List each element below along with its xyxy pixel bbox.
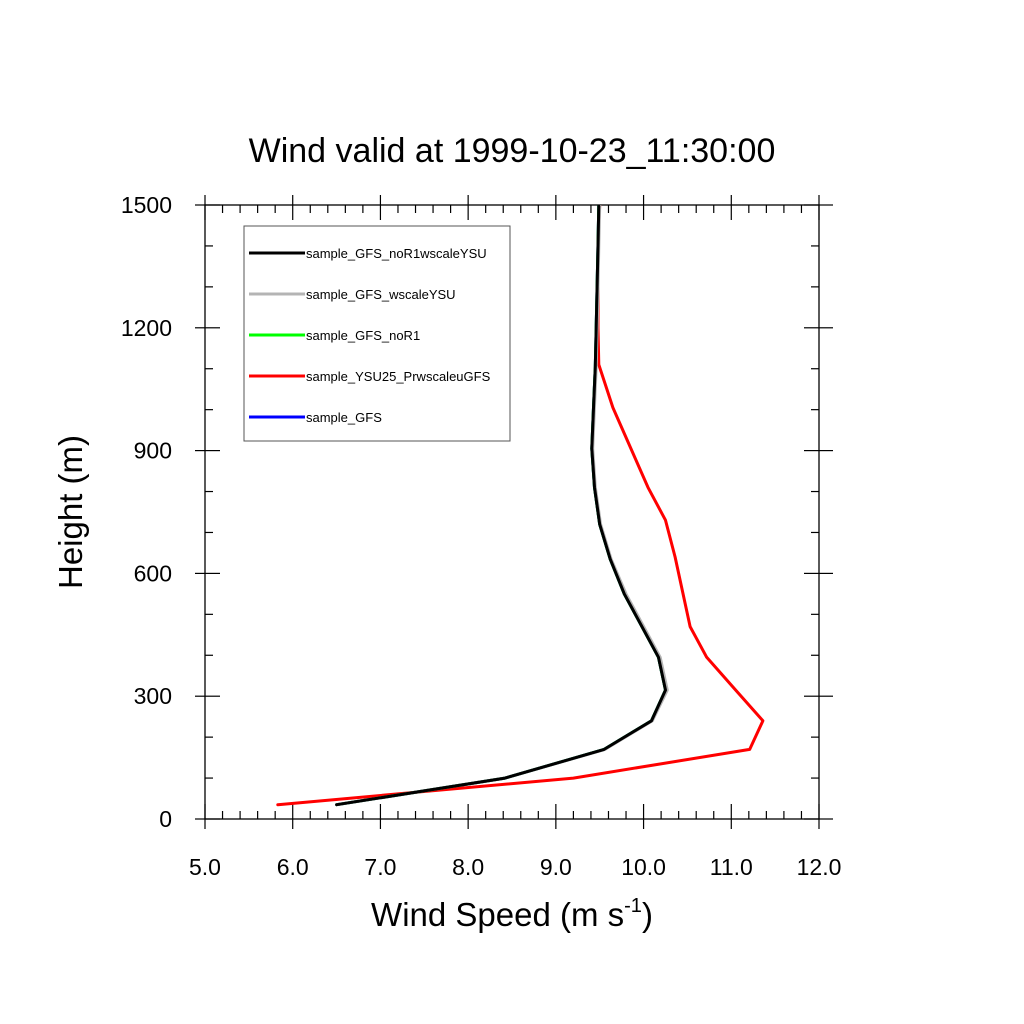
legend-label: sample_GFS_noR1wscaleYSU — [306, 246, 487, 261]
axis-tick-labels: 5.0 6.0 7.0 8.0 9.0 10.0 11.0 12.0 0 300 600 900 120… — [121, 192, 842, 880]
x-axis-label: Wind Speed (m s-1) — [371, 895, 653, 933]
x-tick-label: 6.0 — [277, 854, 309, 880]
x-tick-label: 5.0 — [189, 854, 221, 880]
legend-label: sample_GFS — [306, 410, 382, 425]
x-axis-label-suffix: ) — [642, 896, 653, 933]
y-tick-label: 1500 — [121, 192, 172, 218]
y-tick-label: 300 — [134, 683, 172, 709]
x-axis-label-superscript: -1 — [624, 895, 642, 917]
legend: sample_GFS_noR1wscaleYSU sample_GFS_wscal… — [243, 225, 511, 442]
plot-border — [204, 204, 820, 820]
x-tick-label: 8.0 — [452, 854, 484, 880]
y-tick-label: 900 — [134, 438, 172, 464]
y-tick-label: 600 — [134, 560, 172, 586]
legend-label: sample_YSU25_PrwscaleuGFS — [306, 369, 491, 384]
x-tick-label: 12.0 — [797, 854, 842, 880]
legend-label: sample_GFS_wscaleYSU — [306, 287, 456, 302]
x-tick-label: 11.0 — [710, 854, 753, 880]
x-tick-label: 9.0 — [540, 854, 572, 880]
legend-label: sample_GFS_noR1 — [306, 328, 420, 343]
axis-ticks — [195, 195, 833, 829]
chart-title: Wind valid at 1999-10-23_11:30:00 — [249, 132, 776, 170]
x-tick-label: 10.0 — [621, 854, 666, 880]
y-tick-label: 0 — [159, 806, 172, 832]
data-series — [276, 205, 765, 807]
series-line-sample_GFS_noR1wscaleYSU — [335, 205, 667, 807]
plot-area — [204, 204, 820, 820]
y-axis-label: Height (m) — [52, 435, 89, 589]
x-tick-label: 7.0 — [364, 854, 396, 880]
x-axis-label-main: Wind Speed (m s — [371, 896, 624, 933]
y-tick-label: 1200 — [121, 315, 172, 341]
